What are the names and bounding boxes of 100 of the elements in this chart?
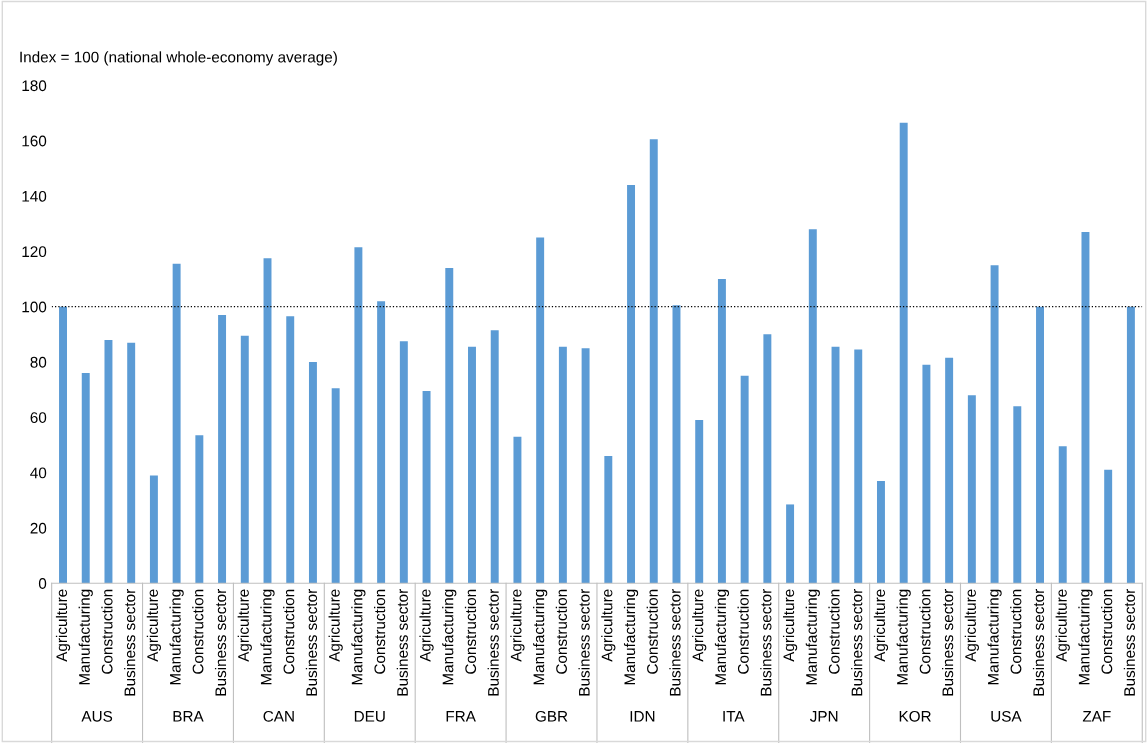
bar bbox=[1081, 232, 1090, 584]
bar bbox=[59, 306, 67, 584]
bar bbox=[1104, 469, 1113, 584]
bar bbox=[922, 364, 931, 584]
x-tick-label: Manufacturing bbox=[533, 589, 548, 685]
bar bbox=[649, 139, 658, 584]
bar bbox=[717, 279, 726, 584]
x-tick-label: Construction bbox=[1010, 589, 1022, 674]
bar bbox=[831, 346, 840, 584]
bar bbox=[808, 229, 817, 584]
x-tick-label: Construction bbox=[283, 589, 295, 674]
bar bbox=[240, 335, 249, 584]
x-tick-label: Business sector bbox=[214, 589, 227, 696]
bar bbox=[1126, 306, 1135, 584]
bar bbox=[876, 480, 885, 584]
x-tick-label: Agriculture bbox=[328, 589, 343, 662]
x-tick-label: Agriculture bbox=[873, 589, 889, 662]
x-tick-label: Agriculture bbox=[146, 589, 162, 662]
text: ZAF bbox=[1082, 711, 1111, 722]
bar bbox=[854, 349, 863, 584]
bar bbox=[149, 475, 158, 584]
x-tick-label: Business sector bbox=[1032, 589, 1045, 696]
text: AUS bbox=[81, 710, 113, 722]
x-tick-label: Agriculture bbox=[419, 589, 434, 662]
text: ITA bbox=[723, 711, 745, 722]
x-tick-label: Construction bbox=[555, 589, 567, 674]
x-tick-label: Business sector bbox=[669, 589, 681, 696]
text: GBR bbox=[535, 710, 568, 722]
x-tick-label: Agriculture bbox=[510, 589, 525, 662]
bar bbox=[513, 436, 522, 584]
bar bbox=[286, 316, 295, 584]
bar bbox=[445, 267, 454, 584]
text: BRA bbox=[173, 711, 204, 722]
bar bbox=[945, 357, 954, 584]
y-tick-label: 0 bbox=[38, 578, 47, 589]
x-tick-label: Construction bbox=[464, 589, 477, 674]
bar bbox=[127, 342, 136, 584]
bar bbox=[81, 373, 90, 584]
x-tick-label: Business sector bbox=[578, 589, 590, 696]
x-tick-label: Construction bbox=[737, 589, 749, 674]
x-tick-label: Business sector bbox=[760, 589, 772, 696]
x-tick-label: Business sector bbox=[1123, 589, 1135, 696]
y-tick-label: 120 bbox=[22, 246, 47, 258]
bar bbox=[899, 122, 908, 584]
x-tick-label: Manufacturing bbox=[896, 589, 911, 685]
bar bbox=[990, 265, 999, 584]
x-tick-label: Business sector bbox=[124, 589, 136, 696]
x-tick-label: Construction bbox=[646, 589, 658, 674]
bar bbox=[1036, 306, 1044, 584]
text: FRA bbox=[446, 711, 476, 722]
text: JPN bbox=[809, 711, 838, 722]
bar bbox=[218, 314, 227, 584]
bar bbox=[967, 395, 976, 584]
bar bbox=[490, 330, 499, 584]
x-tick-label: Business sector bbox=[942, 589, 954, 696]
x-tick-label: Construction bbox=[1101, 589, 1113, 674]
bar bbox=[377, 301, 386, 584]
bar bbox=[195, 435, 204, 584]
x-tick-label: Manufacturing bbox=[260, 589, 275, 685]
y-axis-title: Index = 100 (national whole-economy average) bbox=[20, 51, 337, 66]
bar bbox=[581, 348, 590, 584]
bar bbox=[422, 391, 431, 584]
x-tick-label: Business sector bbox=[851, 589, 863, 696]
x-tick-label: Manufacturing bbox=[1078, 589, 1093, 685]
x-tick-label: Construction bbox=[101, 589, 113, 674]
x-tick-label: Agriculture bbox=[964, 589, 979, 662]
x-tick-label: Construction bbox=[828, 589, 840, 674]
x-tick-label: Agriculture bbox=[601, 589, 616, 662]
x-tick-label: Business sector bbox=[305, 589, 318, 696]
x-tick-label: Manufacturing bbox=[623, 589, 639, 685]
y-tick-label: 80 bbox=[30, 356, 47, 368]
x-tick-label: Agriculture bbox=[237, 589, 252, 662]
x-tick-label: Agriculture bbox=[692, 589, 707, 662]
x-tick-label: Business sector bbox=[487, 589, 499, 696]
bar bbox=[354, 247, 363, 584]
y-tick-label: 140 bbox=[22, 190, 47, 202]
y-tick-label: 60 bbox=[30, 412, 47, 423]
bar bbox=[331, 388, 340, 584]
text: CAN bbox=[263, 710, 294, 722]
bar bbox=[1058, 446, 1067, 584]
x-tick-label: Business sector bbox=[396, 589, 408, 696]
bar bbox=[468, 346, 476, 584]
bar bbox=[172, 263, 181, 584]
bar bbox=[308, 362, 317, 584]
bar bbox=[763, 334, 772, 584]
x-tick-label: Manufacturing bbox=[169, 589, 184, 685]
bar bbox=[740, 375, 749, 584]
x-tick-label: Agriculture bbox=[782, 589, 798, 662]
x-tick-label: Manufacturing bbox=[78, 589, 93, 685]
text: DEU bbox=[354, 711, 385, 722]
x-tick-label: Agriculture bbox=[1055, 589, 1070, 662]
x-tick-label: Construction bbox=[919, 589, 931, 674]
x-tick-label: Manufacturing bbox=[987, 589, 1002, 685]
x-tick-label: Manufacturing bbox=[442, 589, 457, 685]
x-tick-label: Construction bbox=[373, 589, 386, 674]
x-tick-label: Construction bbox=[192, 589, 204, 674]
text: IDN bbox=[630, 711, 655, 722]
y-tick-label: 180 bbox=[22, 80, 47, 92]
bar bbox=[558, 346, 567, 584]
x-tick-label: Agriculture bbox=[55, 589, 71, 662]
